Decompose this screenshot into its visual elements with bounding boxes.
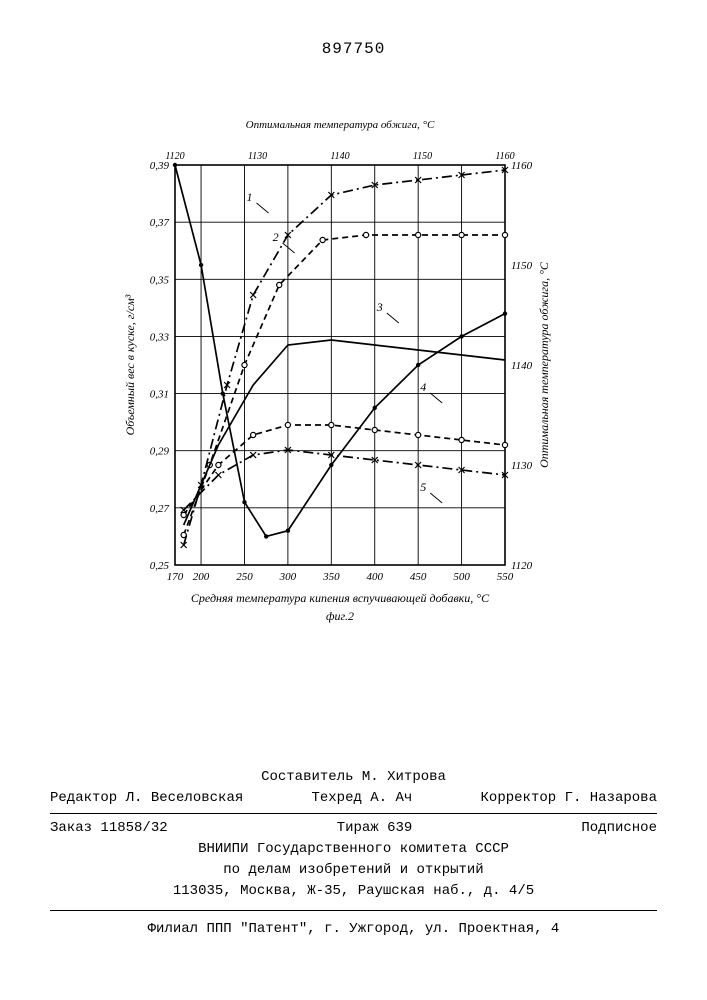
techred-label: Техред <box>311 790 361 806</box>
svg-text:1140: 1140 <box>511 360 533 372</box>
svg-text:1130: 1130 <box>248 151 267 162</box>
svg-text:0,35: 0,35 <box>150 274 170 286</box>
svg-text:170: 170 <box>167 571 184 583</box>
svg-text:Оптимальная температура обжига: Оптимальная температура обжига, °C <box>246 119 435 131</box>
svg-text:0,25: 0,25 <box>150 560 170 572</box>
svg-text:0,37: 0,37 <box>150 217 170 229</box>
address: 113035, Москва, Ж-35, Раушская наб., д. … <box>50 881 657 902</box>
branch: Филиал ППП "Патент", г. Ужгород, ул. Про… <box>50 919 657 940</box>
svg-text:1150: 1150 <box>511 260 533 272</box>
order-value: 11858/32 <box>100 820 167 836</box>
svg-text:5: 5 <box>420 480 426 494</box>
svg-text:550: 550 <box>497 571 514 583</box>
techred-name: А. Ач <box>370 790 412 806</box>
svg-text:500: 500 <box>453 571 470 583</box>
chart: 170 200 250 300 350 400 450 500 550 0,25 0,27 0,29 0… <box>120 110 560 630</box>
svg-text:Оптимальная температура обжига: Оптимальная температура обжига, °C <box>537 261 551 468</box>
document-number: 897750 <box>0 40 707 58</box>
printrun-value: 639 <box>387 820 412 836</box>
svg-text:1140: 1140 <box>330 151 349 162</box>
svg-text:1120: 1120 <box>511 560 533 572</box>
footer-block: Составитель М. Хитрова Редактор Л. Весел… <box>50 767 657 940</box>
svg-text:1130: 1130 <box>511 460 533 472</box>
order-label: Заказ <box>50 820 92 836</box>
svg-text:0,27: 0,27 <box>150 503 170 515</box>
svg-text:1150: 1150 <box>413 151 432 162</box>
svg-text:300: 300 <box>279 571 297 583</box>
svg-text:0,29: 0,29 <box>150 446 170 458</box>
corrector-label: Корректор <box>481 790 557 806</box>
corrector-name: Г. Назарова <box>565 790 657 806</box>
org-line-2: по делам изобретений и открытий <box>50 860 657 881</box>
editor-label: Редактор <box>50 790 117 806</box>
subscription: Подписное <box>581 818 657 839</box>
svg-text:1120: 1120 <box>165 151 184 162</box>
svg-text:4: 4 <box>420 380 426 394</box>
svg-text:350: 350 <box>322 571 340 583</box>
svg-text:фиг.2: фиг.2 <box>326 609 354 623</box>
svg-text:Средняя температура кипения вс: Средняя температура кипения вспучивающей… <box>191 591 490 605</box>
svg-text:1160: 1160 <box>495 151 514 162</box>
svg-text:250: 250 <box>236 571 253 583</box>
svg-text:3: 3 <box>376 300 383 314</box>
org-line-1: ВНИИПИ Государственного комитета СССР <box>50 839 657 860</box>
compiler-name: М. Хитрова <box>362 769 446 785</box>
svg-text:1: 1 <box>247 190 253 204</box>
svg-text:0,33: 0,33 <box>150 331 170 343</box>
svg-text:2: 2 <box>273 230 279 244</box>
svg-text:0,31: 0,31 <box>150 389 169 401</box>
svg-text:450: 450 <box>410 571 427 583</box>
compiler-label: Составитель <box>261 769 353 785</box>
svg-text:400: 400 <box>366 571 383 583</box>
svg-text:Объемный вес в куске, г/см³: Объемный вес в куске, г/см³ <box>123 294 137 435</box>
svg-text:200: 200 <box>193 571 210 583</box>
printrun-label: Тираж <box>337 820 379 836</box>
editor-name: Л. Веселовская <box>126 790 244 806</box>
